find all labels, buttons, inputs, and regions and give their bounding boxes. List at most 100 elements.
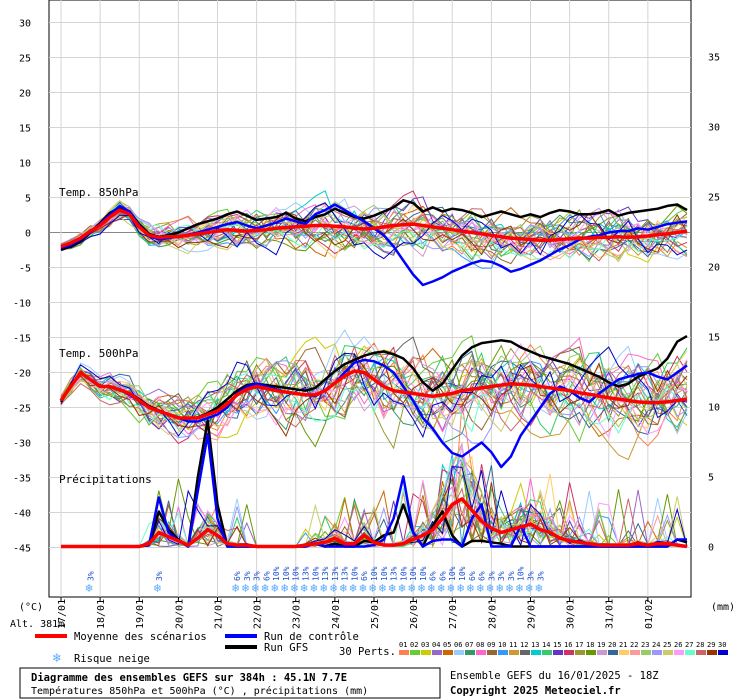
left-tick-label: 0	[25, 229, 31, 240]
plot-frame	[48, 0, 692, 598]
snow-risk-row: ❄3%❄3%❄6%❄3%❄3%❄6%❄10%❄10%❄10%❄13%❄10%❄1…	[85, 566, 545, 595]
x-tick-label: 31/01	[605, 599, 616, 629]
legend-control-label: Run de contrôle	[264, 631, 359, 643]
footer-copyright: Copyright 2025 Meteociel.fr	[450, 685, 621, 697]
pert-swatch	[487, 650, 497, 655]
snow-risk-label: 3%	[497, 571, 506, 581]
snowflake-icon: ❄	[379, 581, 386, 595]
snowflake-icon: ❄	[428, 581, 435, 595]
snowflake-icon: ❄	[85, 581, 92, 595]
snowflake-icon: ❄	[477, 581, 484, 595]
x-tick-label: 22/01	[253, 599, 264, 629]
snow-risk-label: 10%	[272, 566, 281, 581]
snowflake-icon: ❄	[467, 581, 474, 595]
pert-number: 12	[520, 641, 528, 649]
altitude-label: Alt. 381m	[10, 619, 64, 630]
snowflake-icon: ❄	[320, 581, 327, 595]
footer-title: Diagramme des ensembles GEFS sur 384h : …	[31, 672, 347, 684]
pert-number: 20	[608, 641, 616, 649]
left-tick-label: -30	[13, 439, 31, 450]
legend-gfs-label: Run GFS	[264, 642, 308, 654]
snow-risk-label: 6%	[478, 571, 487, 581]
pert-number: 18	[586, 641, 594, 649]
x-tick-label: 28/01	[487, 599, 498, 629]
snowflake-icon: ❄	[525, 581, 532, 595]
x-tick-label: 01/02	[644, 599, 655, 629]
pert-line-precip	[61, 487, 688, 548]
pert-line-t850	[60, 203, 688, 262]
pert-swatch	[465, 650, 475, 655]
snow-risk-label: 10%	[458, 566, 467, 581]
snow-risk-label: 10%	[311, 566, 320, 581]
snow-risk-label: 13%	[321, 566, 330, 581]
pert-number: 08	[476, 641, 484, 649]
pert-number: 19	[597, 641, 605, 649]
left-tick-label: 15	[19, 124, 31, 135]
pert-swatch	[641, 650, 651, 655]
snow-risk-label: 3%	[487, 571, 496, 581]
left-axis-ticks: 30 25 20 15 10 5 0 -5 -10 -15 -20 -25 -30 -35 -40 -45	[13, 19, 31, 555]
pert-line-t500	[60, 346, 688, 439]
left-tick-label: 10	[19, 159, 31, 170]
snowflake-icon: ❄	[154, 581, 161, 595]
snowflake-icon: ❄	[271, 581, 278, 595]
snow-risk-label: 3%	[507, 571, 516, 581]
snow-risk-label: 3%	[253, 571, 262, 581]
right-tick-label: 30	[708, 123, 720, 134]
pert-number: 01	[399, 641, 407, 649]
perturbation-legend: 01 02 03 04 05 06 07 08 09 10 11 12 13 14 15 16 17 18 19 20…	[399, 641, 728, 655]
pert-line-t500	[60, 350, 688, 435]
left-tick-label: -25	[13, 404, 31, 415]
snow-risk-label: 6%	[438, 571, 447, 581]
snow-risk-label: 3%	[243, 571, 252, 581]
snowflake-icon: ❄	[506, 581, 513, 595]
pert-number: 14	[542, 641, 550, 649]
snowflake-icon: ❄	[349, 581, 356, 595]
snow-risk-label: 6%	[233, 571, 242, 581]
pert-line-t500	[60, 350, 688, 436]
pert-number: 29	[707, 641, 715, 649]
pert-swatch	[652, 650, 662, 655]
pert-number: 07	[465, 641, 473, 649]
x-tick-label: 19/01	[135, 599, 146, 629]
snowflake-icon: ❄	[281, 581, 288, 595]
snow-risk-label: 10%	[370, 566, 379, 581]
pert-number: 26	[674, 641, 682, 649]
pert-swatch	[399, 650, 409, 655]
snowflake-icon: ❄	[301, 581, 308, 595]
x-tick-label: 29/01	[526, 599, 537, 629]
pert-number: 06	[454, 641, 462, 649]
pert-line-t850	[60, 203, 688, 263]
snow-risk-label: 10%	[419, 566, 428, 581]
left-tick-label: -10	[13, 299, 31, 310]
pert-number: 27	[685, 641, 693, 649]
pert-swatch	[498, 650, 508, 655]
snowflake-icon: ❄	[340, 581, 347, 595]
snow-risk-label: 10%	[409, 566, 418, 581]
snowflake-icon: ❄	[447, 581, 454, 595]
snow-risk-label: 6%	[360, 571, 369, 581]
snowflake-icon: ❄	[52, 651, 61, 666]
pert-swatch	[674, 650, 684, 655]
pert-number: 22	[630, 641, 638, 649]
pert-swatch	[608, 650, 618, 655]
snowflake-icon: ❄	[418, 581, 425, 595]
snowflake-icon: ❄	[516, 581, 523, 595]
snowflake-icon: ❄	[486, 581, 493, 595]
snow-risk-label: 3%	[526, 571, 535, 581]
snowflake-icon: ❄	[496, 581, 503, 595]
pert-swatch	[443, 650, 453, 655]
left-tick-label: 30	[19, 19, 31, 30]
pert-swatch	[696, 650, 706, 655]
left-tick-label: -5	[19, 264, 31, 275]
series-line-precip	[61, 497, 688, 549]
snow-risk-label: 10%	[380, 566, 389, 581]
snow-risk-label: 6%	[262, 571, 271, 581]
pert-line-t850	[60, 212, 688, 259]
pert-line-t500	[60, 366, 688, 435]
left-tick-label: -40	[13, 509, 31, 520]
series-line-t850	[60, 208, 688, 249]
x-axis-date-labels: 17/01 18/01 19/01 20/01 21/01 22/01 23/01 24/01…	[57, 599, 655, 629]
snow-risk-label: 10%	[399, 566, 408, 581]
pert-swatch	[630, 650, 640, 655]
